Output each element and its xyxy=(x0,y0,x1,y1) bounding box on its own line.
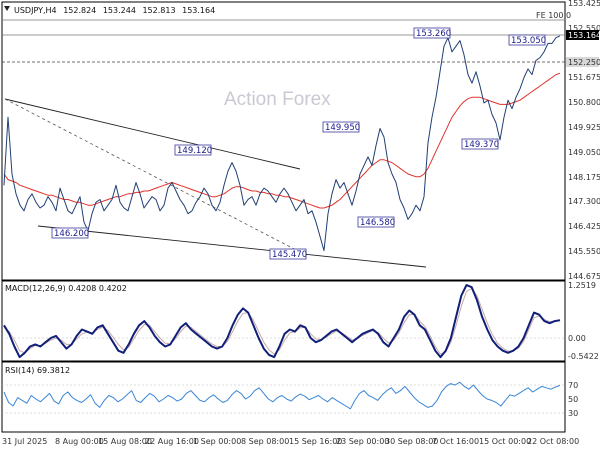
level-tag: 152.250 xyxy=(568,58,600,67)
macd-layer xyxy=(3,284,561,359)
annotation-box xyxy=(413,27,451,39)
annotation-label: 146.580 xyxy=(360,218,395,228)
annotation-label: 145.470 xyxy=(272,250,307,260)
rsi-title: RSI(14) 69.3812 xyxy=(5,366,70,375)
price-tick: 149.050 xyxy=(568,148,600,157)
macd-y-ticks: 1.2519 0.00 -0.5422 xyxy=(568,281,599,361)
header-symbol: USDJPY,H4 xyxy=(14,6,57,15)
macd-panel-frame xyxy=(1,280,566,362)
price-layer xyxy=(3,35,561,252)
annotation-box xyxy=(322,121,360,133)
channel-dashed-line xyxy=(4,98,301,253)
annotation-label: 153.050 xyxy=(511,36,546,46)
price-tick: 150.800 xyxy=(568,98,600,107)
x-tick: 15 Oct 00:00 xyxy=(479,437,531,446)
price-tick: 151.675 xyxy=(568,73,600,82)
x-tick: 8 Sep 08:00 xyxy=(241,437,289,446)
price-y-ticks: 153.425 152.550 151.675 150.800 149.925 … xyxy=(568,0,600,281)
annotation-box xyxy=(508,34,546,46)
rsi-tick: 50 xyxy=(568,395,578,404)
price-tick: 153.425 xyxy=(568,0,600,8)
x-axis-ticks: 31 Jul 2025 8 Aug 00:00 15 Aug 08:00 22 … xyxy=(2,437,579,446)
rsi-layer xyxy=(3,381,561,410)
header-close: 153.164 xyxy=(182,6,215,15)
x-tick: 7 Oct 16:00 xyxy=(432,437,479,446)
header-low: 152.813 xyxy=(142,6,175,15)
level-tag-bg xyxy=(566,57,599,67)
rsi-y-ticks: 70 50 30 xyxy=(568,381,578,418)
channel-upper-line xyxy=(4,98,301,170)
annotation-label: 153.260 xyxy=(416,29,451,39)
x-tick: 15 Aug 08:00 xyxy=(98,437,152,446)
x-tick: 15 Sep 16:00 xyxy=(289,437,342,446)
annotation-box xyxy=(51,227,89,239)
fe-100-label: FE 100.0 xyxy=(536,11,571,20)
channel-lower-line xyxy=(37,225,427,268)
price-tick: 144.675 xyxy=(568,272,600,281)
price-tick: 149.925 xyxy=(568,123,600,132)
annotation-label: 146.200 xyxy=(54,229,89,239)
price-tick: 147.300 xyxy=(568,197,600,206)
annotation-box xyxy=(357,216,395,228)
x-tick: 22 Oct 08:00 xyxy=(527,437,579,446)
chart-header: USDJPY,H4 152.824 153.244 152.813 153.16… xyxy=(14,6,215,15)
rsi-tick: 30 xyxy=(568,409,578,418)
header-high: 153.244 xyxy=(103,6,136,15)
watermark: Action Forex xyxy=(224,89,331,110)
annotations: 153.260 153.050 149.950 149.370 149.120 … xyxy=(51,27,546,260)
price-tick: 148.175 xyxy=(568,173,600,182)
macd-tick: -0.5422 xyxy=(568,352,599,361)
rsi-line xyxy=(3,381,561,410)
macd-line xyxy=(3,284,561,359)
annotation-box xyxy=(461,138,499,150)
macd-tick: 0.00 xyxy=(568,334,586,343)
collapse-triangle-icon[interactable] xyxy=(4,6,10,11)
price-line xyxy=(3,35,561,252)
moving-average-layer xyxy=(3,72,561,209)
annotation-box xyxy=(269,248,307,260)
annotation-box xyxy=(174,144,212,156)
x-tick: 23 Sep 00:00 xyxy=(336,437,389,446)
macd-title: MACD(12,26,9) 0.4208 0.4202 xyxy=(5,284,127,293)
annotation-label: 149.950 xyxy=(325,123,360,133)
moving-average-line xyxy=(3,72,561,209)
x-tick: 30 Sep 08:00 xyxy=(385,437,438,446)
x-tick: 8 Aug 00:00 xyxy=(55,437,104,446)
price-tag-bg xyxy=(566,30,599,40)
x-tick: 22 Aug 16:00 xyxy=(145,437,199,446)
price-tick: 146.425 xyxy=(568,222,600,231)
annotation-label: 149.120 xyxy=(177,146,212,156)
x-tick: 31 Jul 2025 xyxy=(2,437,47,446)
price-tag: 153.164 xyxy=(568,31,600,40)
header-open: 152.824 xyxy=(63,6,96,15)
macd-tick: 1.2519 xyxy=(568,281,596,290)
rsi-tick: 70 xyxy=(568,381,578,390)
annotation-label: 149.370 xyxy=(464,140,499,150)
x-tick: 1 Sep 00:00 xyxy=(193,437,241,446)
price-tick: 152.550 xyxy=(568,24,600,33)
macd-signal-line xyxy=(3,288,561,355)
price-tick: 145.550 xyxy=(568,247,600,256)
